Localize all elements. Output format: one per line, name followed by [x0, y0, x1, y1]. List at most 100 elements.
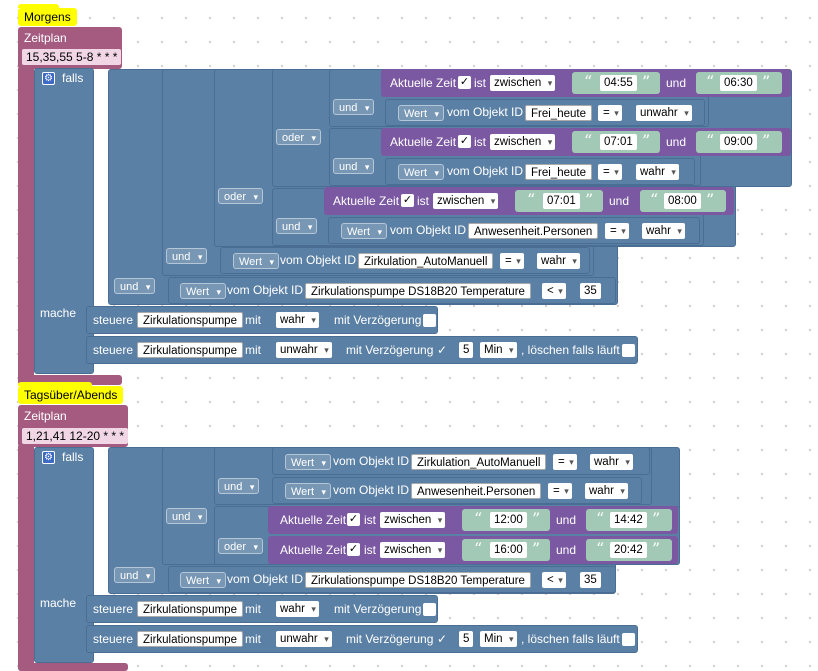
compare-dropdown[interactable]: =	[553, 454, 577, 470]
compare-dropdown[interactable]: <	[542, 283, 566, 299]
mode-dropdown[interactable]: zwischen	[433, 193, 499, 209]
delay-checkbox[interactable]	[423, 314, 436, 327]
checkbox-icon[interactable]: ✓	[458, 76, 471, 89]
value-dropdown[interactable]: Wert	[180, 572, 227, 589]
unit-dropdown[interactable]: Min	[480, 342, 517, 358]
checkbox-icon[interactable]: ✓	[347, 513, 360, 526]
time-to-block[interactable]: “ 08:00 ”	[640, 190, 726, 212]
logic-op-dropdown[interactable]: oder	[276, 129, 322, 146]
delay-check-mark[interactable]: ✓	[437, 632, 448, 646]
logic-op-dropdown[interactable]: oder	[218, 188, 264, 205]
bool-dropdown[interactable]: unwahr	[636, 105, 692, 121]
mode-dropdown[interactable]: zwischen	[380, 542, 446, 558]
object-id-field[interactable]: Anwesenheit.Personen	[468, 223, 599, 239]
comment-label-tagsueber[interactable]: Tagsüber/Abends	[18, 382, 124, 404]
time-from-block[interactable]: “ 07:01 ”	[572, 131, 660, 153]
delay-number-field[interactable]: 5	[459, 342, 474, 358]
mode-dropdown[interactable]: zwischen	[380, 512, 446, 528]
value-dropdown[interactable]: wahr	[276, 601, 319, 617]
compare-dropdown[interactable]: =	[598, 164, 622, 180]
delay-number-field[interactable]: 5	[459, 631, 474, 647]
time-to-field[interactable]: 06:30	[720, 75, 757, 91]
value-dropdown[interactable]: unwahr	[276, 631, 332, 647]
value-dropdown[interactable]: Wert	[233, 253, 280, 270]
time-to-block[interactable]: “ 14:42 ”	[586, 509, 672, 531]
time-from-block[interactable]: “ 12:00 ”	[462, 509, 550, 531]
time-to-block[interactable]: “ 09:00 ”	[696, 131, 782, 153]
bool-dropdown[interactable]: wahr	[590, 454, 633, 470]
device-field[interactable]: Zirkulationspumpe	[137, 312, 243, 328]
clear-checkbox[interactable]	[622, 633, 635, 646]
delay-checkbox[interactable]	[423, 603, 436, 616]
time-from-block[interactable]: “ 07:01 ”	[515, 190, 603, 212]
number-field[interactable]: 35	[580, 572, 601, 588]
bool-dropdown[interactable]: wahr	[537, 253, 580, 269]
if-block-morgens[interactable]	[34, 68, 94, 374]
time-to-field[interactable]: 14:42	[610, 512, 647, 528]
compare-dropdown[interactable]: =	[500, 253, 524, 269]
checkbox-icon[interactable]: ✓	[458, 135, 471, 148]
time-from-block[interactable]: “ 16:00 ”	[462, 539, 550, 561]
mode-dropdown[interactable]: zwischen	[490, 75, 556, 91]
compare-dropdown[interactable]: =	[598, 105, 622, 121]
value-dropdown[interactable]: wahr	[276, 312, 319, 328]
compare-dropdown[interactable]: =	[605, 223, 629, 239]
time-from-field[interactable]: 04:55	[600, 75, 637, 91]
delay-check-mark[interactable]: ✓	[437, 343, 448, 357]
time-from-field[interactable]: 16:00	[490, 542, 527, 558]
comment-label-morgens[interactable]: Morgens	[18, 4, 77, 26]
checkbox-icon[interactable]: ✓	[347, 543, 360, 556]
value-dropdown[interactable]: Wert	[285, 454, 332, 471]
unit-dropdown[interactable]: Min	[480, 631, 517, 647]
gear-icon[interactable]: ⚙	[42, 451, 55, 464]
logic-op-dropdown[interactable]: und	[333, 99, 375, 116]
if-block-tagsueber[interactable]	[34, 447, 94, 663]
object-id-field[interactable]: Zirkulation_AutoManuell	[411, 454, 547, 470]
value-dropdown[interactable]: Wert	[341, 223, 388, 240]
time-from-field[interactable]: 07:01	[543, 193, 580, 209]
clear-checkbox[interactable]	[622, 344, 635, 357]
value-dropdown[interactable]: Wert	[285, 483, 332, 500]
value-dropdown[interactable]: unwahr	[276, 342, 332, 358]
object-id-field[interactable]: Zirkulationspumpe DS18B20 Temperature	[305, 283, 531, 299]
logic-op-dropdown[interactable]: und	[218, 478, 260, 495]
logic-op-dropdown[interactable]: und	[276, 218, 318, 235]
value-dropdown[interactable]: Wert	[398, 164, 445, 181]
object-id-field[interactable]: Zirkulation_AutoManuell	[358, 253, 494, 269]
time-to-field[interactable]: 09:00	[720, 134, 757, 150]
mode-dropdown[interactable]: zwischen	[490, 134, 556, 150]
time-to-block[interactable]: “ 06:30 ”	[696, 72, 782, 94]
value-dropdown[interactable]: Wert	[180, 283, 227, 300]
bool-dropdown[interactable]: wahr	[642, 223, 685, 239]
object-id-field[interactable]: Zirkulationspumpe DS18B20 Temperature	[305, 572, 531, 588]
und-label: und	[556, 543, 577, 557]
logic-op-dropdown[interactable]: und	[333, 158, 375, 175]
logic-op-dropdown[interactable]: oder	[218, 538, 264, 555]
logic-op-dropdown[interactable]: und	[114, 567, 156, 584]
object-id-field[interactable]: Anwesenheit.Personen	[411, 483, 542, 499]
time-to-field[interactable]: 08:00	[664, 193, 701, 209]
time-to-block[interactable]: “ 20:42 ”	[586, 539, 672, 561]
value-dropdown[interactable]: Wert	[398, 105, 445, 122]
time-to-field[interactable]: 20:42	[610, 542, 647, 558]
checkbox-icon[interactable]: ✓	[401, 194, 414, 207]
object-id-field[interactable]: Frei_heute	[525, 164, 592, 180]
time-from-block[interactable]: “ 04:55 ”	[572, 72, 660, 94]
time-from-field[interactable]: 07:01	[600, 134, 637, 150]
bool-dropdown[interactable]: wahr	[636, 164, 679, 180]
logic-op-dropdown[interactable]: und	[166, 248, 208, 265]
device-field[interactable]: Zirkulationspumpe	[137, 631, 243, 647]
compare-dropdown[interactable]: <	[542, 572, 566, 588]
device-field[interactable]: Zirkulationspumpe	[137, 601, 243, 617]
object-id-field[interactable]: Frei_heute	[525, 105, 592, 121]
logic-op-dropdown[interactable]: und	[114, 278, 156, 295]
logic-op-dropdown[interactable]: und	[166, 508, 208, 525]
number-field[interactable]: 35	[580, 283, 601, 299]
schedule-cron-field[interactable]: 15,35,55 5-8 * * *	[22, 49, 122, 65]
gear-icon[interactable]: ⚙	[42, 72, 55, 85]
device-field[interactable]: Zirkulationspumpe	[137, 342, 243, 358]
schedule-cron-field[interactable]: 1,21,41 12-20 * * *	[22, 428, 129, 444]
compare-dropdown[interactable]: =	[548, 483, 572, 499]
bool-dropdown[interactable]: wahr	[585, 483, 628, 499]
time-from-field[interactable]: 12:00	[490, 512, 527, 528]
